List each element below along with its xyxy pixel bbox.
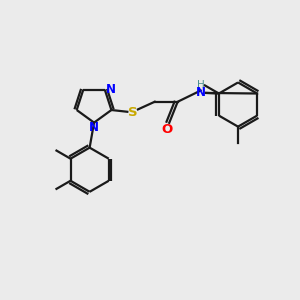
- Text: N: N: [106, 83, 116, 96]
- Text: N: N: [196, 85, 206, 98]
- Text: O: O: [162, 123, 173, 136]
- Text: H: H: [197, 80, 205, 90]
- Text: S: S: [128, 106, 137, 119]
- Text: N: N: [89, 122, 99, 134]
